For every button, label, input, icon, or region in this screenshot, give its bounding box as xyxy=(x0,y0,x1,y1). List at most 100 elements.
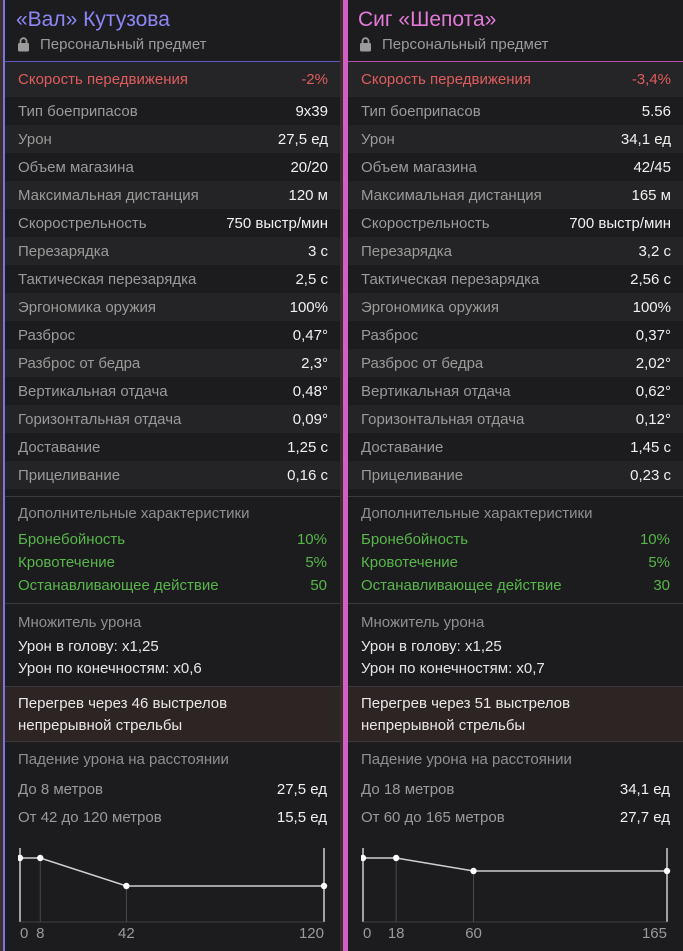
stat-value: 0,09° xyxy=(292,410,328,428)
section-heading: Падение урона на расстоянии xyxy=(18,751,229,768)
personal-item-label: Персональный предмет xyxy=(40,36,207,53)
stat-label: Максимальная дистанция xyxy=(18,186,199,204)
personal-item-tag: Персональный предмет xyxy=(358,36,683,53)
stat-row: Перезарядка 3,2 с xyxy=(348,237,683,265)
stat-label: Тактическая перезарядка xyxy=(18,270,197,288)
falloff-value: 15,5 ед xyxy=(276,809,327,826)
stat-label: Скорострельность xyxy=(18,214,147,232)
stat-row: Разброс от бедра 2,3° xyxy=(5,349,340,377)
stat-label: Разброс xyxy=(18,326,76,344)
stat-row: Максимальная дистанция 165 м xyxy=(348,181,683,209)
stat-label: Разброс от бедра xyxy=(361,354,484,372)
stat-value: 100% xyxy=(289,298,328,316)
personal-item-label: Персональный предмет xyxy=(382,36,549,53)
damage-multiplier: Множитель урона Урон в голову: x1,25 Урон … xyxy=(5,604,340,687)
extra-stat-row: Кровотечение 5% xyxy=(18,551,327,574)
stat-row: Скорострельность 750 выстр/мин xyxy=(5,209,340,237)
falloff-row: От 60 до 165 метров 27,7 ед xyxy=(361,804,670,832)
section-heading: Падение урона на расстоянии xyxy=(361,751,572,768)
falloff-point xyxy=(320,882,328,890)
falloff-value: 27,7 ед xyxy=(619,809,670,826)
falloff-point xyxy=(663,867,671,875)
stat-row: Прицеливание 0,16 с xyxy=(5,461,340,489)
stat-row: Урон 27,5 ед xyxy=(5,125,340,153)
damage-multiplier: Множитель урона Урон в голову: x1,25 Урон … xyxy=(348,604,683,687)
stats-list: Тип боеприпасов 5.56 Урон 34,1 ед Объем мага… xyxy=(348,97,683,497)
falloff-value: 27,5 ед xyxy=(276,781,327,798)
stat-row: Тактическая перезарядка 2,5 с xyxy=(5,265,340,293)
stat-label: Разброс от бедра xyxy=(18,354,141,372)
x-tick-label: 0 xyxy=(363,925,371,942)
stat-label: Скорость передвижения xyxy=(18,71,189,88)
stat-value: 0,47° xyxy=(292,326,328,344)
x-tick-label: 0 xyxy=(20,925,28,942)
section-heading: Множитель урона xyxy=(18,614,142,631)
stat-value: 3 с xyxy=(307,242,328,260)
x-tick-label: 165 xyxy=(642,925,667,942)
stat-value: 2,3° xyxy=(301,354,328,372)
damage-falloff: Падение урона на расстоянии До 18 метров 3… xyxy=(348,742,683,942)
lock-icon xyxy=(360,37,371,52)
stat-label: Кровотечение xyxy=(18,554,115,571)
falloff-point xyxy=(123,882,130,890)
x-tick-label: 8 xyxy=(36,925,44,942)
stat-value: 1,25 с xyxy=(287,438,328,456)
stat-value: 34,1 ед xyxy=(620,130,671,148)
stat-value: 2,02° xyxy=(635,354,671,372)
stat-value: 2,56 с xyxy=(630,270,671,288)
stat-value: 50 xyxy=(310,577,327,594)
stat-value: 5% xyxy=(305,554,327,571)
stat-row: Урон 34,1 ед xyxy=(348,125,683,153)
stat-label: Скорострельность xyxy=(361,214,490,232)
falloff-point xyxy=(361,854,367,862)
stat-row: Перезарядка 3 с xyxy=(5,237,340,265)
stat-row: Доставание 1,45 с xyxy=(348,433,683,461)
multiplier-line: Урон в голову: x1,25 xyxy=(18,638,159,655)
falloff-point xyxy=(18,854,24,862)
stat-row: Тип боеприпасов 5.56 xyxy=(348,97,683,125)
stat-label: Перезарядка xyxy=(361,242,452,260)
stat-label: Останавливающее действие xyxy=(361,577,562,594)
falloff-value: 34,1 ед xyxy=(619,781,670,798)
stat-value: 0,48° xyxy=(292,382,328,400)
stat-value: 0,16 с xyxy=(287,466,328,484)
card-header: Сиг «Шепота» Персональный предмет xyxy=(348,0,683,62)
stat-label: Прицеливание xyxy=(361,466,464,484)
damage-falloff-chart: 0 8 42 120 xyxy=(18,848,328,942)
stat-label: Урон xyxy=(18,130,52,148)
section-heading: Дополнительные характеристики xyxy=(18,505,250,522)
stats-list: Тип боеприпасов 9х39 Урон 27,5 ед Объем мага… xyxy=(5,97,340,497)
stat-label: Горизонтальная отдача xyxy=(361,410,525,428)
stat-label: Эргономика оружия xyxy=(361,298,500,316)
stat-value: 20/20 xyxy=(290,158,328,176)
stat-value: 0,37° xyxy=(635,326,671,344)
stat-value: 165 м xyxy=(631,186,671,204)
stat-row: Доставание 1,25 с xyxy=(5,433,340,461)
stat-value: 10% xyxy=(639,531,670,548)
stat-row: Горизонтальная отдача 0,12° xyxy=(348,405,683,433)
stat-row: Разброс 0,37° xyxy=(348,321,683,349)
stat-row: Тип боеприпасов 9х39 xyxy=(5,97,340,125)
section-heading: Дополнительные характеристики xyxy=(361,505,593,522)
stat-value: 42/45 xyxy=(633,158,671,176)
stat-label: Тип боеприпасов xyxy=(361,102,481,120)
stat-value: 30 xyxy=(653,577,670,594)
movement-speed-row: Скорость передвижения -3,4% xyxy=(348,62,683,97)
extra-stat-row: Останавливающее действие 50 xyxy=(18,574,327,597)
multiplier-line: Урон в голову: x1,25 xyxy=(361,638,502,655)
stat-row: Тактическая перезарядка 2,56 с xyxy=(348,265,683,293)
stat-label: Максимальная дистанция xyxy=(361,186,542,204)
x-tick-label: 60 xyxy=(465,925,482,942)
stat-label: Горизонтальная отдача xyxy=(18,410,182,428)
stat-label: Скорость передвижения xyxy=(361,71,532,88)
stat-label: Доставание xyxy=(361,438,444,456)
weapon-card-left: «Вал» Кутузова Персональный предмет Скорос… xyxy=(3,0,340,951)
falloff-label: От 60 до 165 метров xyxy=(361,809,505,826)
stat-value: 0,23 с xyxy=(630,466,671,484)
falloff-label: До 8 метров xyxy=(18,781,104,798)
extra-stat-row: Бронебойность 10% xyxy=(18,528,327,551)
falloff-row: От 42 до 120 метров 15,5 ед xyxy=(18,804,327,832)
stat-row: Вертикальная отдача 0,48° xyxy=(5,377,340,405)
falloff-row: До 18 метров 34,1 ед xyxy=(361,776,670,804)
stat-value: 100% xyxy=(632,298,671,316)
